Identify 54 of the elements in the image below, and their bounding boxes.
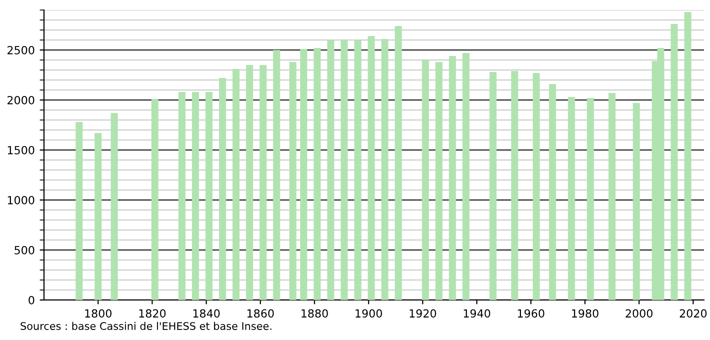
bar: [670, 24, 678, 300]
bar: [178, 92, 186, 300]
y-tick-label: 2500: [8, 46, 34, 54]
y-tick-label: 1500: [8, 146, 34, 154]
bar: [314, 48, 321, 300]
x-tick-label: 1840: [193, 309, 220, 318]
bar: [94, 133, 102, 300]
bar: [289, 62, 296, 300]
x-tick-label: 1960: [518, 309, 544, 318]
x-tick-label: 2000: [626, 309, 652, 318]
bar: [608, 93, 616, 300]
bar: [327, 40, 334, 300]
bar: [246, 65, 254, 300]
x-tick-label: 1900: [356, 309, 382, 318]
x-tick-label: 1920: [410, 309, 436, 318]
y-tick-label: 1000: [8, 196, 34, 204]
bar: [549, 84, 556, 300]
y-tick-label: 0: [28, 296, 34, 304]
bar: [435, 62, 442, 300]
x-tick-label: 1860: [247, 309, 274, 318]
bar: [273, 50, 280, 300]
bar: [632, 103, 640, 300]
x-tick-label: 1880: [302, 309, 328, 318]
bar: [110, 113, 118, 300]
bar: [151, 99, 158, 300]
bar: [205, 92, 213, 300]
bar: [368, 36, 375, 300]
bar: [394, 26, 402, 300]
bar: [232, 69, 240, 300]
x-tick-label: 1800: [85, 309, 112, 318]
x-tick-label: 1820: [139, 309, 166, 318]
bar: [76, 122, 83, 300]
source-note: Sources : base Cassini de l'EHESS et base Insee.: [20, 322, 272, 330]
bar: [462, 53, 470, 300]
y-tick-label: 2000: [8, 96, 34, 104]
bar: [354, 40, 362, 300]
bar: [260, 65, 267, 300]
bar: [511, 71, 518, 300]
y-tick-label: 500: [14, 246, 34, 254]
bar: [490, 72, 497, 300]
bar: [422, 60, 429, 300]
bar: [300, 49, 308, 300]
bar: [684, 12, 692, 300]
x-tick-label: 1940: [464, 309, 490, 318]
bar: [586, 98, 594, 300]
bar: [340, 40, 348, 300]
bar: [448, 56, 456, 300]
bar: [381, 39, 388, 300]
bar: [568, 97, 575, 300]
x-tick-label: 2020: [680, 309, 707, 318]
bar: [219, 78, 226, 300]
bar: [192, 92, 199, 300]
x-tick-label: 1980: [572, 309, 598, 318]
bar: [532, 73, 540, 300]
